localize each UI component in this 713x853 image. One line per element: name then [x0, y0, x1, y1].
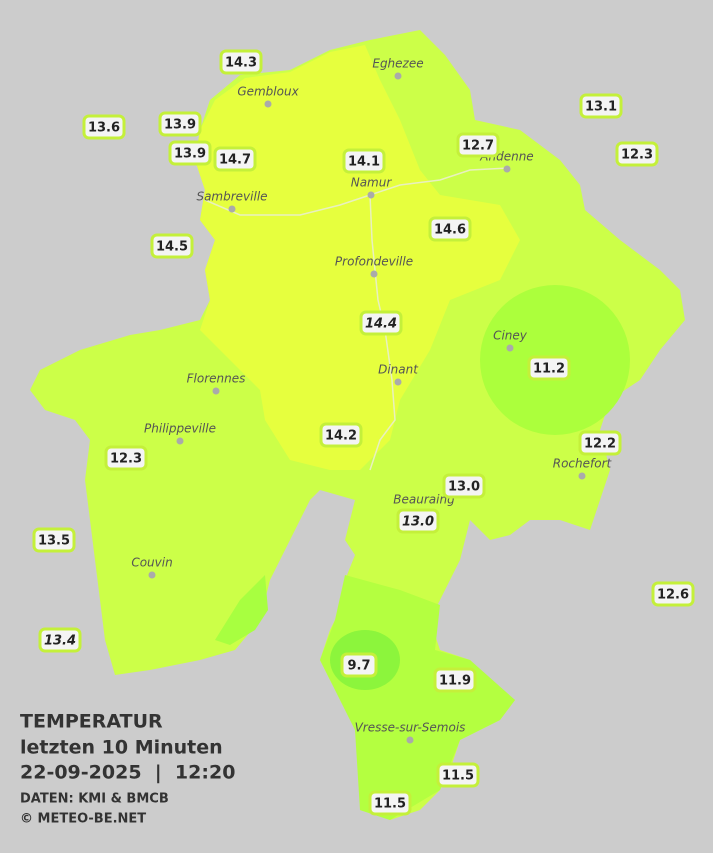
city-dot — [212, 387, 220, 395]
city-dot — [503, 165, 511, 173]
station-marker — [340, 652, 378, 678]
station-marker — [168, 140, 212, 166]
legend-credit: © METEO-BE.NET — [20, 812, 146, 827]
station-marker — [396, 508, 440, 534]
station-marker — [32, 527, 76, 553]
station-temperature: 14.5 — [156, 240, 188, 255]
station-marker — [527, 355, 571, 381]
station-temperature: 11.9 — [439, 674, 471, 689]
station-marker — [615, 141, 659, 167]
station-temperature: 14.7 — [219, 153, 251, 168]
legend-datetime: 22-09-2025 | 12:20 — [20, 762, 235, 784]
station-marker — [158, 111, 202, 137]
station-temperature: 13.9 — [164, 118, 196, 133]
city-name: Sambreville — [196, 190, 267, 204]
city-dot — [394, 72, 402, 80]
city-dot — [394, 378, 402, 386]
city-name: Profondeville — [335, 255, 413, 269]
station-marker — [342, 148, 386, 174]
station-temperature: 14.2 — [325, 429, 357, 444]
city-name: Beauraing — [393, 493, 455, 507]
station-marker — [436, 762, 480, 788]
station-temperature: 11.5 — [442, 769, 474, 784]
city-name: Philippeville — [144, 422, 216, 436]
station-temperature: 13.0 — [402, 515, 434, 530]
station-marker — [150, 233, 194, 259]
city-dot — [578, 472, 586, 480]
city-name: Gembloux — [237, 85, 299, 99]
station-marker — [456, 132, 500, 158]
city-name: Eghezee — [372, 57, 423, 71]
city-dot — [406, 736, 414, 744]
station-marker — [578, 430, 622, 456]
station-temperature: 14.1 — [348, 155, 380, 170]
legend-source: DATEN: KMI & BMCB — [20, 792, 169, 807]
station-temperature: 13.9 — [174, 147, 206, 162]
station-marker — [38, 627, 82, 653]
station-temperature: 13.1 — [585, 100, 617, 115]
station-temperature: 13.0 — [448, 480, 480, 495]
city-dot — [367, 191, 375, 199]
city-dot — [506, 344, 514, 352]
station-marker — [368, 790, 412, 816]
station-temperature: 9.7 — [347, 659, 370, 674]
city-dot — [228, 205, 236, 213]
station-marker — [82, 114, 126, 140]
station-temperature: 12.6 — [657, 588, 689, 603]
station-temperature: 14.4 — [365, 317, 397, 332]
station-temperature: 12.2 — [584, 437, 616, 452]
station-temperature: 11.5 — [374, 797, 406, 812]
legend-subtitle: letzten 10 Minuten — [20, 737, 223, 759]
station-temperature: 12.3 — [110, 452, 142, 467]
station-temperature: 12.3 — [621, 148, 653, 163]
city-name: Dinant — [378, 363, 419, 377]
station-marker — [651, 581, 695, 607]
city-name: Couvin — [131, 556, 172, 570]
station-marker — [428, 216, 472, 242]
station-marker — [213, 146, 257, 172]
city-dot — [264, 100, 272, 108]
city-name: Florennes — [187, 372, 246, 386]
warm-zone — [195, 45, 520, 470]
station-temperature: 13.4 — [44, 634, 76, 649]
station-marker — [104, 445, 148, 471]
station-marker — [579, 93, 623, 119]
cool-zone — [215, 575, 268, 645]
city-dot — [370, 270, 378, 278]
station-temperature: 14.3 — [225, 56, 257, 71]
legend-title: TEMPERATUR — [20, 711, 163, 733]
station-temperature: 14.6 — [434, 223, 466, 238]
city-name: Rochefort — [553, 457, 613, 471]
station-temperature: 13.5 — [38, 534, 70, 549]
station-temperature: 13.6 — [88, 121, 120, 136]
station-marker — [359, 310, 403, 336]
city-name: Vresse-sur-Semois — [355, 721, 466, 735]
station-temperature: 11.2 — [533, 362, 565, 377]
station-temperature: 12.7 — [462, 139, 494, 154]
city-dot — [176, 437, 184, 445]
city-name: Ciney — [493, 329, 528, 343]
city-dot — [148, 571, 156, 579]
city-name: Namur — [351, 176, 393, 190]
station-marker — [319, 422, 363, 448]
station-marker — [219, 49, 263, 75]
station-marker — [442, 473, 486, 499]
station-marker — [433, 667, 477, 693]
